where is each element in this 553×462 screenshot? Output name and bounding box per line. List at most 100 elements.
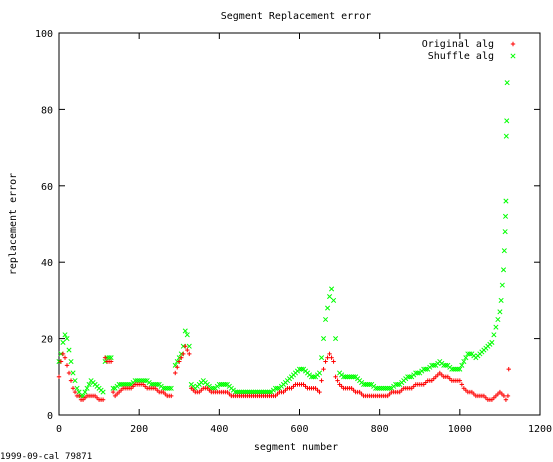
shuffle-point [68, 358, 74, 365]
x-tick-label: 800 [371, 424, 389, 435]
y-tick-label: 40 [41, 258, 53, 269]
shuffle-point [132, 378, 138, 384]
shuffle-point [381, 385, 387, 391]
shuffle-point [110, 385, 116, 391]
original-point [317, 389, 322, 395]
shuffle-point [164, 385, 170, 391]
shuffle-point [218, 381, 224, 387]
shuffle-point [184, 332, 190, 338]
shuffle-point [148, 381, 154, 387]
shuffle-point [443, 362, 449, 368]
shuffle-point [74, 385, 80, 391]
original-point [70, 386, 76, 391]
shuffle-point [431, 362, 437, 368]
shuffle-point [222, 381, 228, 387]
x-tick-label: 1200 [528, 424, 552, 435]
y-tick-label: 20 [41, 335, 53, 346]
shuffle-point [489, 339, 495, 345]
shuffle-point [365, 381, 371, 387]
shuffle-point [504, 80, 510, 86]
legend-marker-original-glyph [510, 41, 516, 47]
shuffle-point [343, 374, 349, 380]
shuffle-point [383, 385, 389, 391]
original-point [68, 378, 74, 383]
original-point [333, 374, 338, 379]
shuffle-point [363, 381, 369, 387]
original-point [505, 393, 511, 399]
shuffle-point [451, 366, 457, 372]
shuffle-point [333, 336, 339, 342]
shuffle-point [274, 385, 281, 391]
plot-frame [58, 32, 541, 416]
shuffle-point [116, 381, 122, 387]
original-point [187, 351, 192, 357]
shuffle-point [152, 381, 158, 387]
shuffle-point [240, 389, 246, 395]
original-point [179, 355, 184, 360]
original-point [64, 363, 70, 368]
shuffle-point [361, 381, 367, 387]
shuffle-point [461, 358, 467, 365]
shuffle-point [316, 370, 323, 376]
shuffle-point [407, 374, 413, 380]
shuffle-point [260, 389, 266, 395]
shuffle-point [323, 316, 329, 323]
shuffle-point [367, 381, 373, 387]
shuffle-point [503, 198, 509, 204]
shuffle-point [413, 370, 419, 376]
shuffle-point [387, 385, 393, 391]
original-point [185, 347, 190, 353]
shuffle-point [210, 385, 216, 391]
shuffle-point [453, 366, 459, 372]
original-point [323, 359, 328, 364]
x-tick-label: 1000 [448, 424, 472, 435]
shuffle-point [62, 332, 68, 338]
shuffle-point [421, 366, 427, 372]
shuffle-point [504, 118, 510, 124]
original-point [335, 378, 340, 383]
shuffle-point [327, 294, 333, 300]
legend-marker-shuffle [510, 53, 516, 59]
shuffle-point [325, 305, 331, 311]
shuffle-point [502, 213, 509, 219]
x-tick-label: 600 [290, 424, 308, 435]
shuffle-point [136, 378, 142, 384]
shuffle-point [264, 389, 270, 395]
shuffle-point [118, 381, 124, 387]
shuffle-point [254, 389, 260, 395]
shuffle-point [345, 374, 351, 380]
shuffle-point [186, 343, 192, 349]
shuffle-point [329, 286, 335, 292]
chart-title: Segment Replacement error [221, 11, 372, 22]
shuffle-point [182, 328, 188, 334]
original-point [62, 355, 68, 360]
shuffle-point [347, 374, 353, 380]
shuffle-point [150, 381, 156, 387]
shuffle-point [298, 366, 305, 372]
shuffle-point [429, 362, 435, 368]
shuffle-point [385, 385, 391, 391]
shuffle-point [449, 366, 455, 372]
shuffle-point [441, 362, 447, 368]
shuffle-point [351, 374, 357, 380]
shuffle-point [499, 282, 505, 288]
shuffle-point [236, 389, 242, 395]
original-point [459, 382, 465, 387]
shuffle-point [349, 374, 355, 380]
shuffle-point [124, 381, 130, 387]
shuffle-point [244, 389, 250, 395]
shuffle-point [154, 381, 160, 387]
shuffle-point [296, 366, 303, 372]
shuffle-point [459, 362, 465, 368]
original-point [110, 389, 116, 395]
shuffle-point [252, 389, 258, 395]
shuffle-point [84, 385, 90, 391]
shuffle-point [463, 355, 469, 361]
shuffle-point [503, 133, 509, 139]
shuffle-point [491, 332, 497, 338]
shuffle-point [379, 385, 385, 391]
shuffle-point [122, 381, 128, 387]
shuffle-point [234, 389, 240, 395]
shuffle-point [497, 309, 503, 315]
shuffle-point [140, 378, 146, 384]
